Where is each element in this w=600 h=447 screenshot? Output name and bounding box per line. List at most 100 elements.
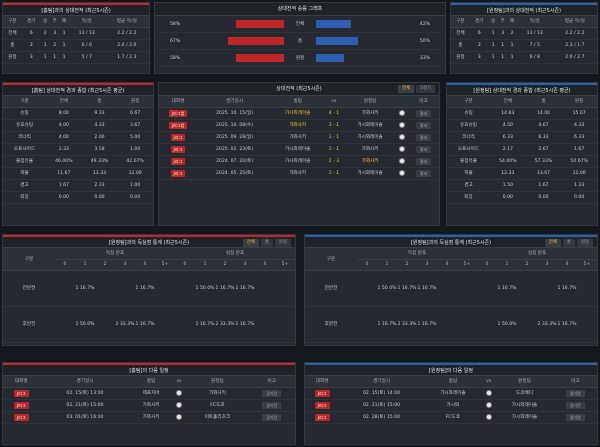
graph-left-bar [191, 20, 284, 28]
goal-col: 0 [477, 259, 497, 271]
table-cell: 1 [488, 39, 498, 52]
table-cell: 경고 [3, 179, 46, 192]
away-bar [316, 20, 352, 28]
table-cell: 2.67 [525, 143, 562, 156]
tab-all[interactable]: 전체 [544, 239, 561, 247]
vs-cell [171, 387, 187, 400]
result-button[interactable]: 결과 [415, 169, 432, 177]
goal-cell [357, 270, 377, 307]
result-button[interactable]: 결과 [415, 133, 432, 141]
goals-right-table: 구분 득점 분포 실점 분포 0 1 2 3 4 5+ 0 1 2 3 4 5+ 전반전 1 50.0% 1 16… [305, 248, 597, 343]
result-button[interactable]: 결과 [415, 157, 432, 165]
table-row: 오프사이드 2.33 3.58 1.00 [3, 143, 153, 156]
table-row: 파울 12.33 13.67 11.00 [447, 167, 597, 180]
away-team: 가시와레이솔 [344, 131, 396, 144]
table-cell: 2.0 / 2.0 [104, 39, 149, 52]
tab-away[interactable]: 원정 [274, 239, 291, 247]
result-button[interactable]: 결과 [415, 121, 432, 129]
ball-icon [398, 157, 405, 164]
column-header: 경기 [469, 16, 489, 28]
column-header: 구분 [447, 96, 490, 108]
status-button[interactable]: 경기전 [565, 401, 585, 409]
h2h-right-title: [원정팀]과의 상대전적 (최근5시즌) [451, 3, 597, 16]
goal-col: 5+ [155, 259, 175, 271]
conceded-header: 실점 분포 [477, 248, 597, 260]
note-cell: 경기전 [248, 399, 295, 412]
column-header: vs [171, 376, 187, 388]
column-header [395, 96, 408, 108]
home-team: 가시와레이솔 [271, 143, 324, 156]
graph-row: 58% 원정 33% [159, 50, 441, 67]
tab-home[interactable]: 홈 [260, 239, 273, 247]
result-button[interactable]: 결과 [415, 145, 432, 153]
table-cell: 12.33 [490, 167, 526, 180]
next-right-title: [원정팀]의 다음 일정 [305, 363, 597, 376]
goal-cell: 1 16.7% [135, 306, 155, 343]
table-cell: 6 / 6 [68, 39, 105, 52]
goal-cell: 1 50.0% [75, 306, 95, 343]
table-cell: 원정 [451, 51, 470, 64]
table-row: 슈팅 14.83 14.00 15.67 [447, 107, 597, 120]
group-header-row: 구분 득점 분포 실점 분포 [3, 248, 295, 271]
league-badge: J리그 [170, 133, 186, 141]
table-cell: 14.83 [490, 107, 526, 120]
graph-right-pct: 33% [419, 55, 430, 61]
table-cell: 2.0 / 2.7 [552, 51, 597, 64]
tab-five[interactable]: 5경기 [416, 85, 435, 93]
away-team: 미토홀리호크 [186, 411, 249, 424]
score: 1 - 1 [323, 167, 345, 180]
goal-cell [115, 270, 135, 307]
next-right-panel: [원정팀]의 다음 일정 대회명 경기일시 홈팀 vs 원정팀 비고 J리그 02. 15(… [304, 362, 598, 445]
table-cell: 1 [40, 51, 50, 64]
goal-col: 3 [417, 259, 437, 271]
table-row: 전체 6 2 3 1 13 / 13 2.2 / 2.2 [3, 27, 149, 40]
half-label: 후반전 [3, 306, 55, 343]
recent-title-text: 상대전적 (최근5시즌) [276, 86, 322, 92]
tab-all[interactable]: 전체 [398, 85, 415, 93]
goal-cell [95, 270, 115, 307]
table-cell: 1 [59, 51, 69, 64]
tab-away[interactable]: 원정 [576, 239, 593, 247]
goal-cell: 1 50.0% [497, 306, 517, 343]
table-cell: 11.33 [81, 167, 118, 180]
league-badge: J리그 [13, 389, 29, 397]
goal-cell [577, 306, 597, 343]
note-cell: 결과 [407, 143, 439, 156]
league-cell: J리그 [159, 143, 198, 156]
table-cell: 1 [49, 51, 60, 64]
table-cell: 4.33 [81, 119, 118, 132]
half-label: 전반전 [3, 270, 55, 307]
goal-col: 0 [55, 259, 75, 271]
column-header: 홈팀 [423, 376, 482, 388]
column-header: 패 [507, 16, 517, 28]
table-row: 오프사이드 2.17 2.67 1.67 [447, 143, 597, 156]
vs-cell [481, 411, 496, 424]
date-cell: 2024. 07. 20(토) [197, 155, 272, 168]
goal-cell: 1 16.7% [235, 270, 255, 307]
goal-cell [517, 306, 537, 343]
status-button[interactable]: 경기전 [565, 413, 585, 421]
table-row: 전체 6 1 3 2 13 / 13 2.2 / 2.2 [451, 27, 597, 40]
column-header: 원정팀 [186, 376, 249, 388]
table-row: 슈팅 8.00 9.33 6.67 [3, 107, 153, 120]
away-team: 가시와레이솔 [344, 119, 396, 132]
graph-label: 전체 [295, 22, 305, 27]
league-badge: J리그 [170, 169, 186, 177]
tab-home[interactable]: 홈 [562, 239, 575, 247]
status-button[interactable]: 경기전 [262, 401, 282, 409]
goal-cell [457, 306, 477, 343]
tab-all[interactable]: 전체 [242, 239, 259, 247]
column-header: 홈팀 [130, 376, 172, 388]
ball-icon [485, 413, 492, 420]
status-button[interactable]: 경기전 [565, 389, 585, 397]
goal-col: 3 [115, 259, 135, 271]
status-button[interactable]: 경기전 [262, 413, 282, 421]
date-cell: 02. 21(토) 15:00 [339, 399, 424, 412]
column-header: 승 [40, 16, 50, 28]
league-cell: J리그 [305, 387, 340, 400]
result-button[interactable]: 결과 [415, 109, 432, 117]
date-cell: 02. 28(토) 15:00 [339, 411, 424, 424]
column-header: 승 [488, 16, 498, 28]
status-button[interactable]: 경기전 [262, 389, 282, 397]
graph-right-pct: 42% [419, 21, 430, 27]
